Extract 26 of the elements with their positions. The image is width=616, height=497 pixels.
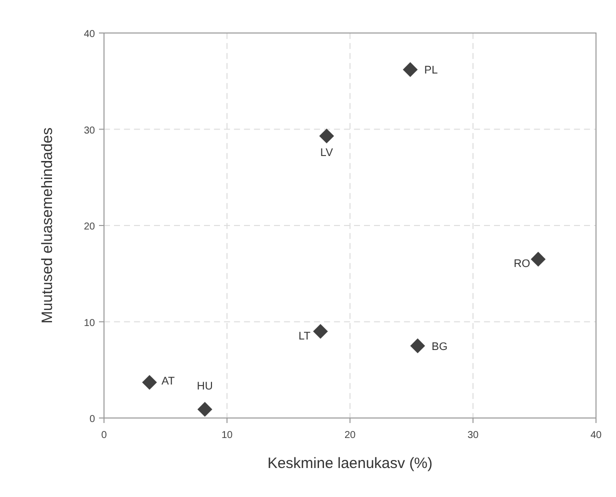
x-tick-label: 30: [467, 430, 479, 441]
point: [410, 338, 426, 354]
annotation: PL: [424, 64, 438, 77]
x-tick-label: 10: [221, 430, 233, 441]
x-axis-title: Keskmine laenukasv (%): [267, 455, 433, 472]
annotation: LV: [320, 146, 334, 159]
y-tick-label: 20: [84, 222, 96, 232]
annotation: HU: [196, 380, 213, 392]
y-tick-label: 40: [84, 29, 96, 40]
annotation: BG: [432, 340, 448, 353]
x-tick-label: 20: [344, 430, 356, 441]
x-tick-label: 40: [590, 430, 602, 441]
x-tick-label: 0: [101, 430, 108, 441]
y-axis-title: Muutused eluasemehindades: [39, 128, 56, 324]
point: [313, 324, 328, 339]
y-tick-label: 0: [89, 414, 96, 425]
annotation: AT: [162, 375, 176, 388]
y-tick-label: 30: [84, 125, 96, 136]
point: [319, 128, 334, 144]
point: [197, 402, 212, 417]
annotation: LT: [298, 330, 311, 342]
point: [402, 62, 418, 77]
point: [142, 374, 157, 390]
point: [530, 252, 546, 267]
y-tick-label: 10: [84, 318, 96, 329]
annotation: RO: [514, 258, 531, 270]
